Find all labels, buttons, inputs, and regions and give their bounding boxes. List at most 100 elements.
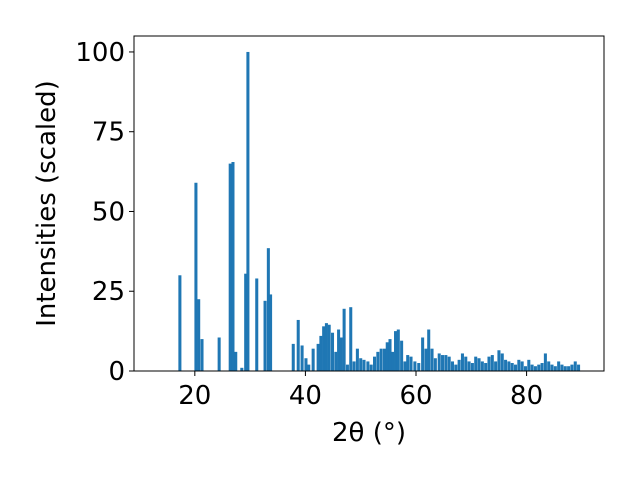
bar <box>396 329 400 371</box>
bar <box>406 355 410 371</box>
bar <box>507 361 511 371</box>
bar <box>291 343 295 371</box>
bar <box>234 351 238 371</box>
bar <box>330 332 335 371</box>
bar <box>557 361 561 371</box>
y-tick-label: 50 <box>92 197 125 227</box>
bar <box>543 353 547 371</box>
bar <box>504 359 508 371</box>
bar <box>520 361 524 371</box>
bar <box>464 356 468 371</box>
y-axis-label: Intensities (scaled) <box>32 80 62 327</box>
bar <box>444 355 448 371</box>
bar <box>484 363 488 371</box>
bar <box>296 319 300 371</box>
bar <box>379 348 383 371</box>
bar <box>540 363 544 371</box>
bar <box>427 329 431 371</box>
bar <box>359 358 363 371</box>
bar <box>327 324 331 371</box>
bar <box>570 364 574 371</box>
bar <box>510 363 514 371</box>
bar <box>355 348 359 371</box>
bar <box>369 364 373 371</box>
bar <box>454 364 458 371</box>
bar <box>376 351 380 371</box>
bar <box>342 308 346 371</box>
bar <box>474 356 478 371</box>
bar <box>240 367 244 371</box>
bar <box>467 361 471 371</box>
bar <box>450 361 455 371</box>
bar <box>533 366 537 371</box>
x-axis-ticks: 20 40 60 80 <box>178 371 543 411</box>
bar <box>553 366 557 371</box>
bar <box>266 248 270 371</box>
bar <box>457 359 461 371</box>
y-tick-label: 75 <box>92 118 125 148</box>
bar <box>319 335 323 371</box>
bar <box>339 337 343 371</box>
bar <box>530 364 534 371</box>
bar <box>573 361 577 371</box>
bar <box>217 337 221 371</box>
bar <box>514 364 518 371</box>
bar <box>391 351 395 371</box>
y-tick-label: 100 <box>75 38 125 68</box>
x-tick-label: 80 <box>510 381 543 411</box>
bar <box>366 361 370 371</box>
y-axis-ticks: 0 25 50 75 100 <box>75 38 134 387</box>
bar <box>316 343 320 371</box>
bar <box>421 337 425 371</box>
bar <box>413 361 417 371</box>
bar <box>487 356 491 371</box>
bar <box>385 342 389 371</box>
bar <box>409 356 413 371</box>
bar <box>324 323 328 371</box>
bar <box>311 348 315 371</box>
bar <box>337 329 341 371</box>
bar <box>490 355 494 371</box>
bar <box>424 348 428 371</box>
bar <box>231 162 235 371</box>
x-tick-label: 60 <box>399 381 432 411</box>
bar <box>349 307 353 371</box>
bar <box>547 361 551 371</box>
bar <box>470 363 474 371</box>
bars-group <box>178 51 581 371</box>
bar <box>255 278 259 371</box>
bar <box>263 300 267 371</box>
y-tick-label: 25 <box>92 277 125 307</box>
bar <box>269 294 273 371</box>
bar <box>382 348 386 371</box>
bar <box>460 353 464 371</box>
bar <box>560 364 564 371</box>
bar <box>228 163 232 371</box>
bar <box>537 364 541 371</box>
bar <box>497 350 501 371</box>
x-tick-label: 40 <box>289 381 322 411</box>
bar <box>244 273 248 371</box>
bar <box>334 351 338 371</box>
bar <box>246 51 250 371</box>
bar <box>322 326 326 371</box>
bar <box>362 359 366 371</box>
plot-frame <box>133 35 605 372</box>
x-tick-label: 20 <box>178 381 211 411</box>
bar <box>417 363 421 371</box>
x-axis-label: 2θ (°) <box>332 418 406 448</box>
bar <box>400 340 404 371</box>
bar <box>577 364 581 371</box>
bar <box>197 299 201 371</box>
bar <box>433 358 437 371</box>
bar <box>494 361 498 371</box>
bar <box>447 356 451 371</box>
bar <box>517 359 521 371</box>
bar <box>523 366 527 371</box>
bar <box>304 358 308 371</box>
bar <box>394 331 398 371</box>
bar <box>345 364 349 371</box>
bar <box>477 358 481 371</box>
